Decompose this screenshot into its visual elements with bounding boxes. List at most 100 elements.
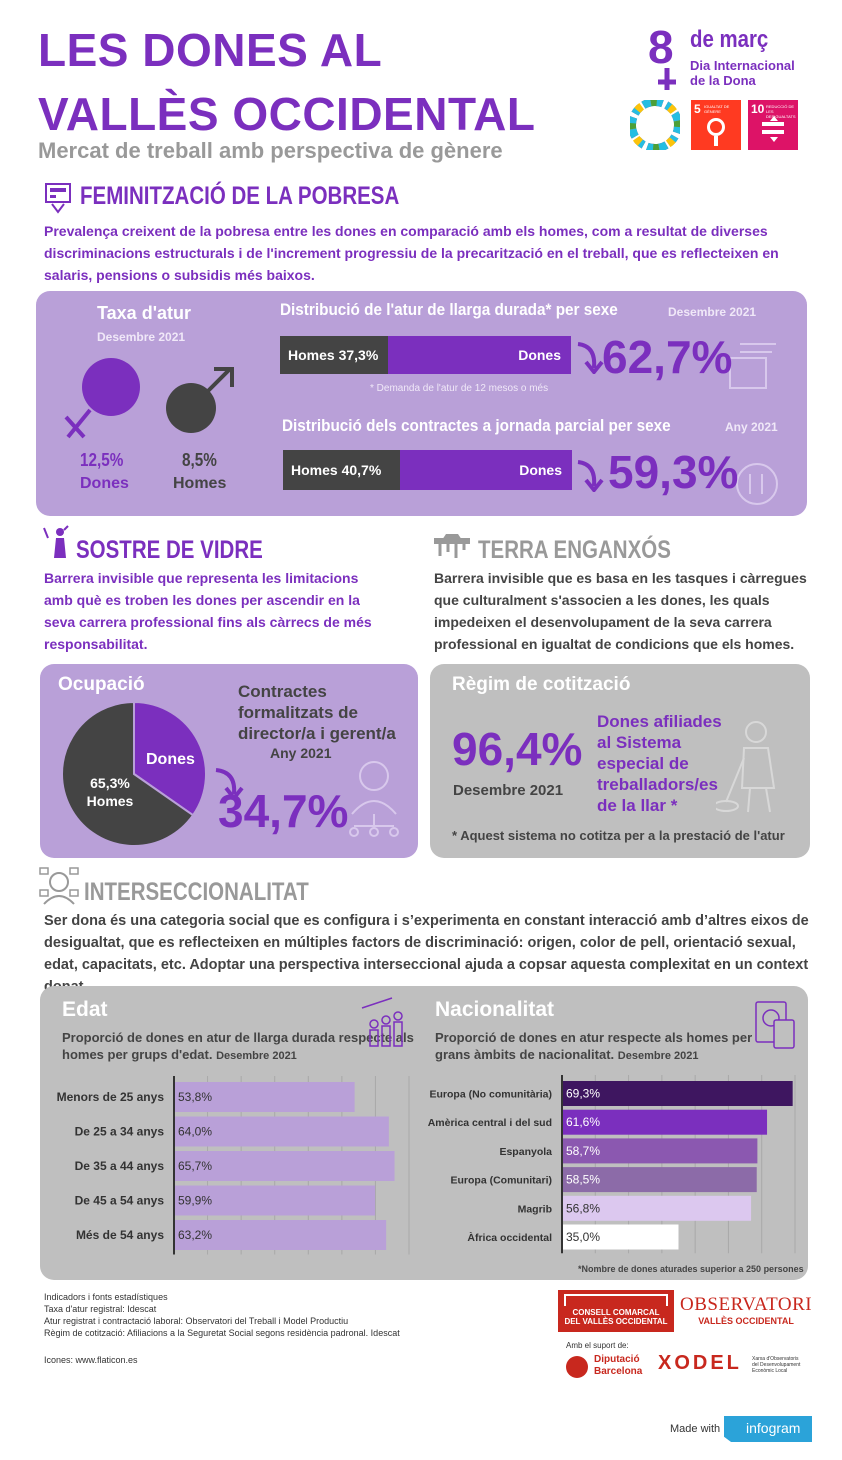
category-label: Amèrica central i del sud	[428, 1117, 552, 1129]
category-label: Espanyola	[499, 1146, 552, 1158]
xodel-description: Xarxa d'Observatoris del Desenvolupament…	[752, 1356, 801, 1374]
pie-label-men: Homes	[87, 793, 134, 809]
sources: Indicadors i fonts estadístiques Taxa d'…	[44, 1292, 400, 1338]
category-label: Àfrica occidental	[467, 1231, 552, 1244]
age-chart-subtitle: Proporció de dones en atur de llarga dur…	[62, 1030, 414, 1062]
sdg5-icon: 5 IGUALTAT DE GÈNERE	[691, 100, 741, 150]
bar	[562, 1138, 758, 1164]
category-label: Menors de 25 anys	[57, 1090, 165, 1104]
event-date: de març	[690, 26, 769, 53]
bar	[562, 1167, 757, 1193]
bar	[174, 1220, 387, 1250]
sdg10-icon: 10 REDUCCIÓ DE LES DESIGUALTATS	[748, 100, 798, 150]
long-term-women-value: 62,7%	[602, 331, 733, 383]
money-list-icon	[45, 183, 71, 214]
category-label: Més de 54 anys	[76, 1228, 164, 1242]
occupation-description: Contractes formalitzats de director/a i …	[238, 682, 396, 743]
category-label: De 25 a 34 anys	[75, 1125, 165, 1139]
xodel-logo: XODEL	[658, 1352, 742, 1374]
men-unemployment-label: Homes	[173, 475, 227, 492]
glass-ceiling-heading: SOSTRE DE VIDRE	[76, 536, 263, 564]
bar	[562, 1224, 679, 1250]
category-label: Magrib	[518, 1203, 552, 1215]
bar	[562, 1195, 752, 1221]
bar	[562, 1109, 768, 1135]
long-term-men-bar: Homes 37,3%	[280, 336, 388, 374]
bar	[562, 1081, 793, 1106]
icons-credit: Icones: www.flaticon.es	[44, 1355, 138, 1365]
data-label: 64,0%	[178, 1125, 212, 1139]
bar	[174, 1185, 376, 1216]
long-term-title: Distribució de l'atur de llarga durada* …	[280, 300, 618, 319]
contribution-panel	[430, 664, 810, 858]
contribution-note: * Aquest sistema no cotitza per a la pre…	[452, 828, 785, 843]
unemployment-title: Taxa d'atur	[97, 303, 191, 323]
infogram-logo[interactable]: infogram	[724, 1416, 812, 1442]
women-unemployment-value: 12,5%	[80, 450, 124, 470]
clock-icon	[736, 463, 778, 505]
page-title: LES DONES AL VALLÈS OCCIDENTAL	[38, 24, 536, 140]
eight-female-icon: 8	[648, 21, 674, 73]
pie-slice-women	[133, 702, 207, 817]
age-bar-chart: Menors de 25 anys 53,8% De 25 a 34 anys 64,…	[57, 1076, 410, 1255]
sdg-wheel-icon	[630, 100, 680, 150]
part-time-women-bar: Dones	[400, 450, 572, 490]
made-with-label: Made with	[670, 1423, 721, 1435]
sticky-floor-text: Barrera invisible que es basa en les tas…	[434, 570, 807, 652]
curved-arrow-icon	[577, 342, 604, 374]
female-gender-icon	[64, 358, 140, 439]
unemployment-date: Desembre 2021	[97, 330, 186, 344]
sticky-floor-heading: TERRA ENGANXÓS	[478, 536, 671, 564]
occupation-title: Ocupació	[58, 674, 145, 695]
occupation-date: Any 2021	[270, 745, 332, 761]
domestic-workers-value: 96,4%	[452, 723, 583, 775]
intersectionality-icon	[39, 867, 79, 905]
pie-label-men-value: 65,3%	[90, 775, 130, 791]
data-label: 69,3%	[566, 1087, 600, 1101]
category-label: De 45 a 54 anys	[75, 1194, 165, 1208]
womens-day-badge: 8 de març Dia Internacional de la Dona	[648, 24, 818, 94]
curved-arrow-icon	[215, 768, 244, 800]
long-term-women-bar: Dones	[388, 336, 571, 374]
part-time-women-value: 59,3%	[608, 446, 739, 498]
data-label: 35,0%	[566, 1230, 600, 1244]
nationality-bar-chart: Europa (No comunitària) 69,3% Amèrica cent…	[428, 1075, 796, 1254]
part-time-title: Distribució dels contractes a jornada pa…	[282, 416, 671, 435]
men-unemployment-value: 8,5%	[182, 450, 217, 470]
age-chart-title: Edat	[62, 998, 108, 1021]
female-symbol-icon	[658, 68, 676, 90]
consell-comarcal-logo: CONSELL COMARCAL DEL VALLÈS OCCIDENTAL	[558, 1290, 674, 1332]
director-women-value: 34,7%	[218, 785, 349, 837]
nationality-chart-subtitle: Proporció de dones en atur respecte als …	[435, 1030, 753, 1062]
observatori-logo: OBSERVATORI VALLÈS OCCIDENTAL	[680, 1294, 813, 1326]
sticky-floor-icon	[434, 534, 470, 558]
contribution-date: Desembre 2021	[453, 782, 564, 799]
intersectionality-heading: INTERSECCIONALITAT	[84, 878, 309, 906]
part-time-date: Any 2021	[725, 420, 778, 434]
nationality-chart-title: Nacionalitat	[435, 998, 555, 1021]
data-label: 58,7%	[566, 1144, 600, 1158]
bar	[174, 1151, 395, 1181]
glass-ceiling-icon	[43, 525, 69, 558]
support-label: Amb el suport de:	[566, 1341, 629, 1350]
contribution-title: Règim de cotització	[452, 674, 631, 695]
page-subtitle: Mercat de treball amb perspectiva de gèn…	[38, 138, 503, 163]
poverty-text: Prevalença creixent de la pobresa entre …	[44, 223, 779, 283]
data-label: 56,8%	[566, 1201, 600, 1215]
event-name: Dia Internacional de la Dona	[690, 58, 795, 88]
category-label: Europa (No comunitària)	[429, 1089, 552, 1101]
curved-arrow-icon	[577, 460, 604, 492]
data-label: 63,2%	[178, 1228, 212, 1242]
domestic-workers-description: Dones afiliades al Sistema especial de t…	[597, 712, 722, 815]
glass-ceiling-text: Barrera invisible que representa les lim…	[44, 570, 372, 652]
age-groups-icon	[361, 997, 403, 1047]
long-term-note: * Demanda de l'atur de 12 mesos o més	[370, 383, 549, 394]
passport-icon	[755, 1001, 795, 1049]
data-label: 61,6%	[566, 1115, 600, 1129]
bar	[174, 1116, 389, 1147]
data-label: 59,9%	[178, 1194, 212, 1208]
category-label: De 35 a 44 anys	[75, 1159, 165, 1173]
long-term-date: Desembre 2021	[668, 305, 757, 319]
pie-slice-men	[62, 702, 195, 846]
intersectionality-text: Ser dona és una categoria social que es …	[44, 913, 809, 995]
